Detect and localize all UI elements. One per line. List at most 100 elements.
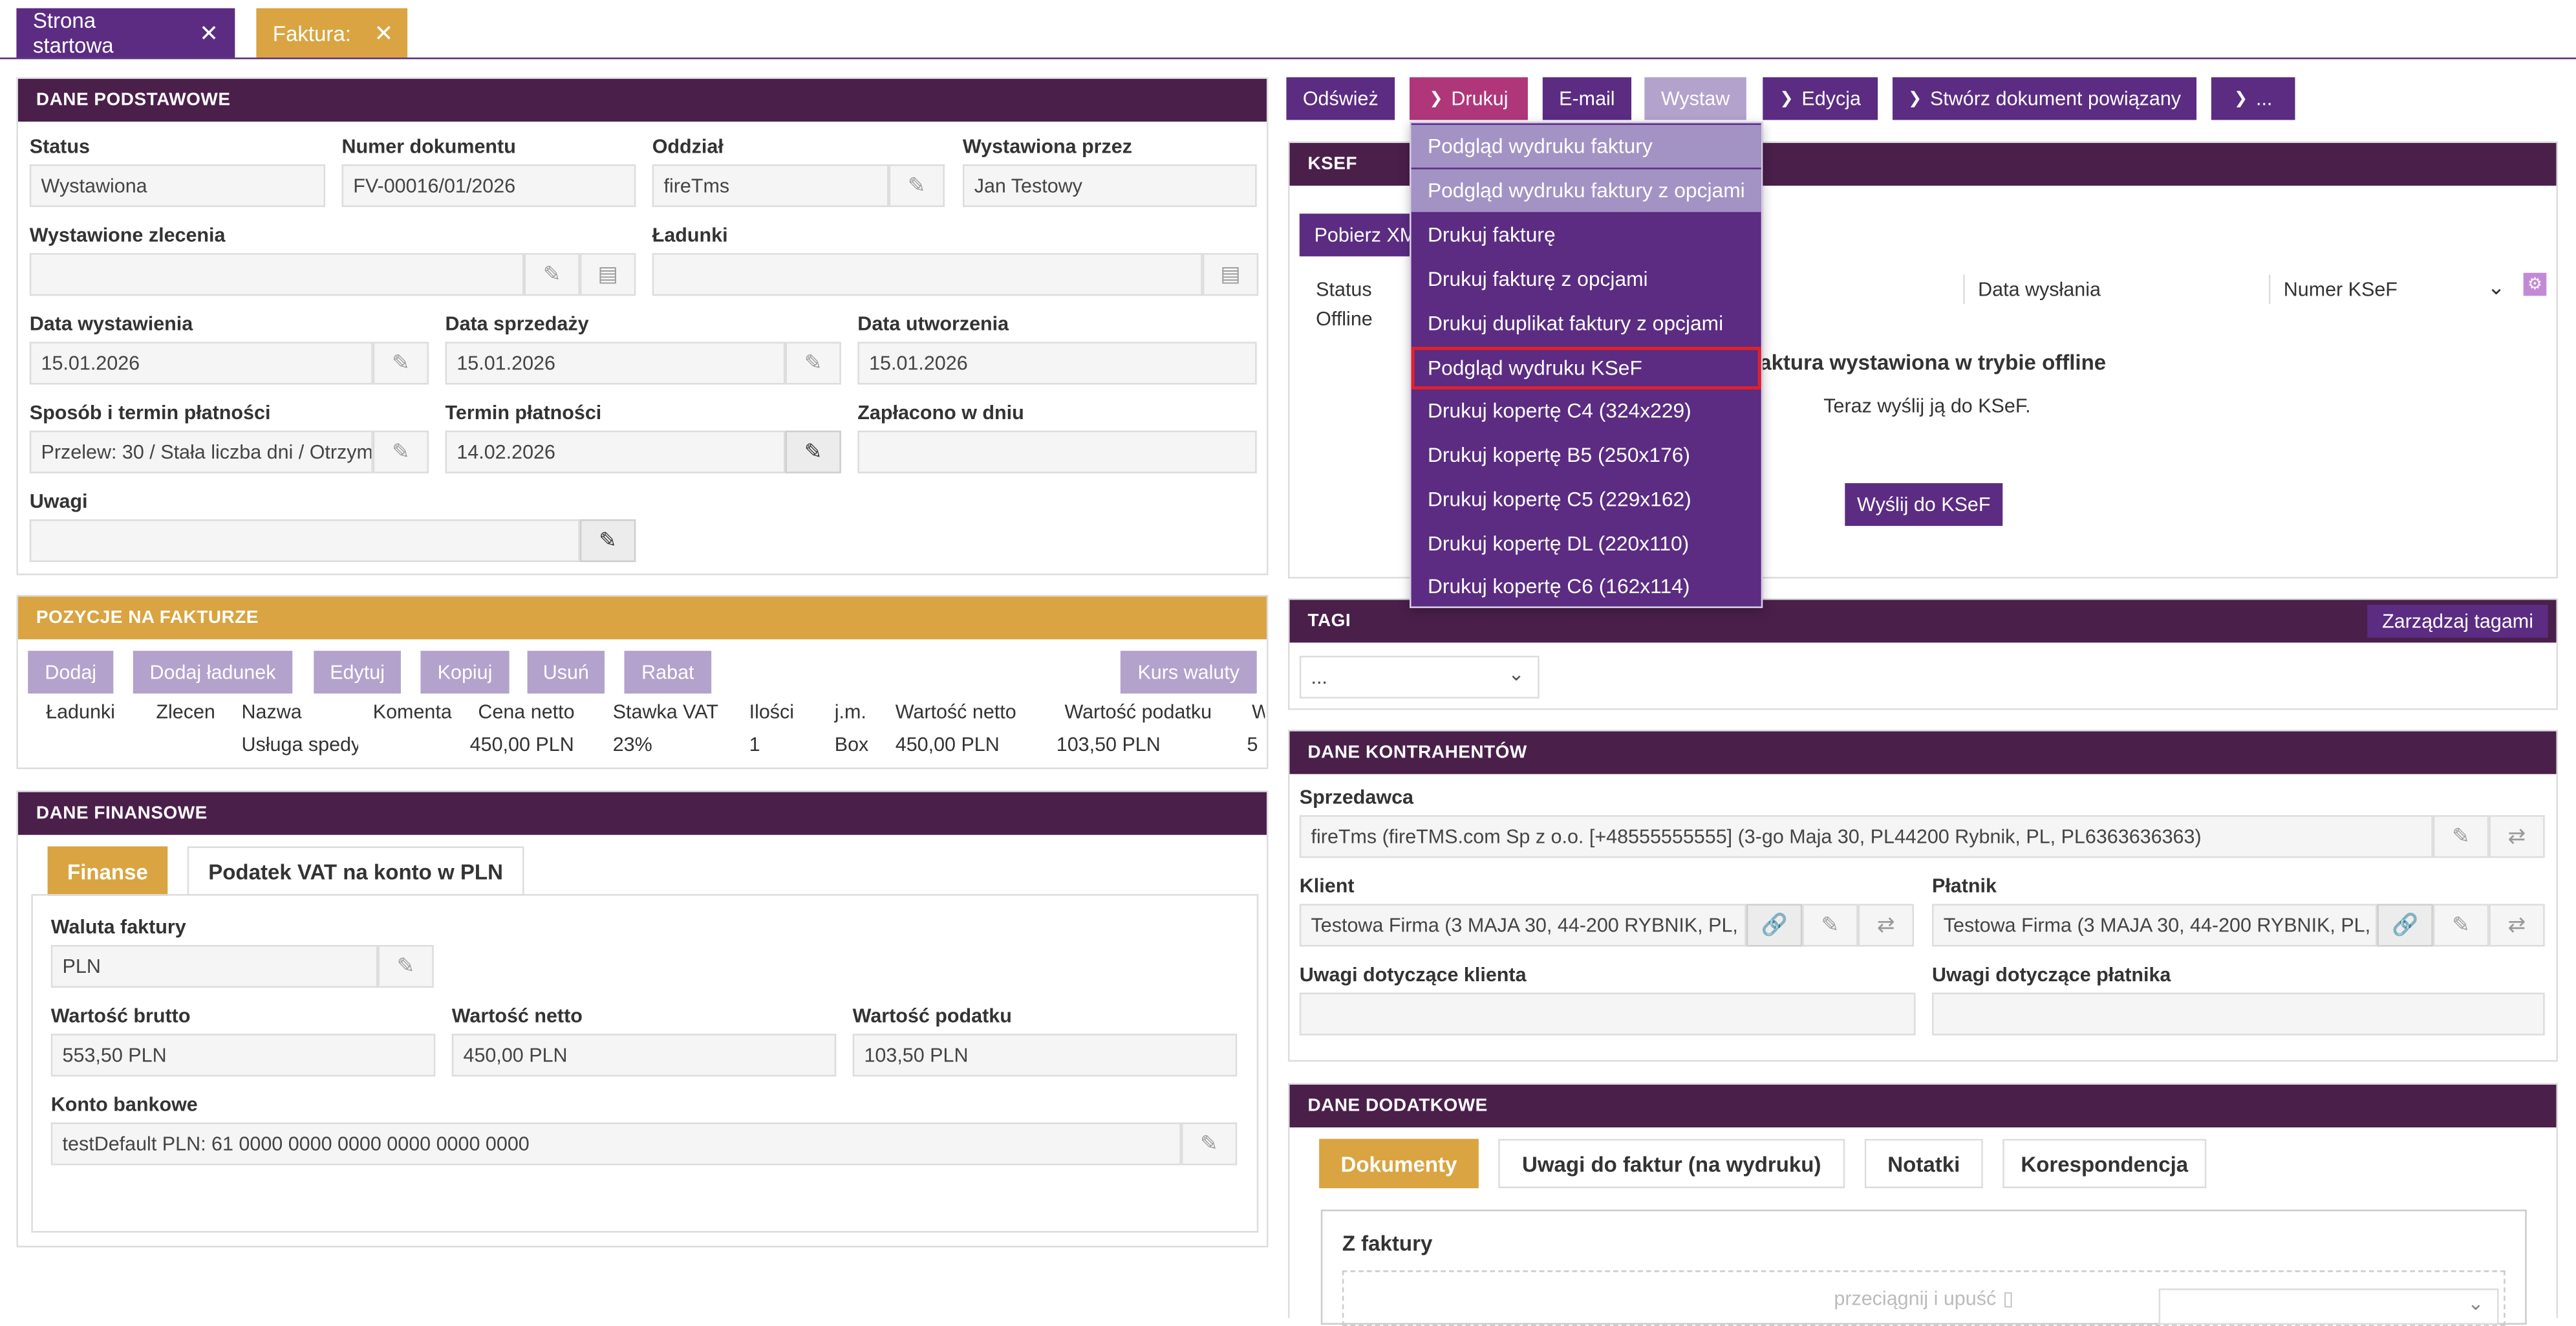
column-header[interactable]: Ładunki (46, 700, 115, 723)
tab-invoice-notes[interactable]: Uwagi do faktur (na wydruku) (1498, 1138, 1845, 1188)
delete-button[interactable]: Usuń (527, 651, 605, 694)
edit-icon[interactable]: ✎ (579, 519, 636, 562)
menu-item-ksef-preview[interactable]: Podgląd wydruku KSeF (1411, 347, 1761, 390)
orders-field[interactable] (29, 253, 524, 296)
payer-notes-field[interactable] (1931, 992, 2545, 1036)
edit-icon[interactable]: ✎ (524, 253, 580, 296)
link-icon[interactable]: 🔗 (2377, 904, 2433, 947)
edit-button[interactable]: Edytuj (314, 651, 401, 694)
edit-icon[interactable]: ✎ (888, 164, 945, 208)
menu-item-print-preview[interactable]: Podgląd wydruku faktury (1411, 125, 1761, 168)
tab-notes[interactable]: Notatki (1864, 1138, 1983, 1188)
issued-by-field[interactable]: Jan Testowy (962, 164, 1257, 208)
tab-start-page[interactable]: Strona startowa ✕ (16, 8, 235, 58)
table-cell[interactable]: 23% (612, 733, 652, 756)
seller-field[interactable]: fireTms (fireTMS.com Sp z o.o. [+4855555… (1299, 815, 2433, 858)
email-button[interactable]: E-mail (1542, 77, 1632, 120)
document-icon[interactable]: ▤ (1202, 253, 1259, 296)
swap-icon[interactable]: ⇄ (2489, 815, 2545, 858)
swap-icon[interactable]: ⇄ (2489, 904, 2545, 947)
edit-icon[interactable]: ✎ (785, 342, 841, 385)
manage-tags-button[interactable]: Zarządzaj tagami (2367, 605, 2548, 638)
print-button[interactable]: ❯ Drukuj (1410, 77, 1528, 120)
menu-item-envelope-c6[interactable]: Drukuj kopertę C6 (162x114) (1427, 575, 1690, 598)
column-header[interactable]: Zlecen (156, 700, 215, 723)
swap-icon[interactable]: ⇄ (1858, 904, 1915, 947)
table-cell[interactable]: 450,00 PLN (895, 733, 1000, 756)
chevron-down-icon[interactable]: ⌄ (2487, 274, 2506, 299)
issue-button[interactable]: Wystaw (1644, 77, 1746, 120)
menu-item-print-duplicate[interactable]: Drukuj duplikat faktury z opcjami (1427, 312, 1724, 336)
column-header[interactable]: Cena netto (478, 700, 575, 723)
copy-button[interactable]: Kopiuj (420, 651, 510, 694)
branch-field[interactable]: fireTms (652, 164, 889, 208)
edit-icon[interactable]: ✎ (372, 342, 429, 385)
column-header[interactable]: Stawka VAT (612, 700, 718, 723)
close-icon[interactable]: ✕ (199, 19, 219, 45)
tab-finance[interactable]: Finanse (47, 846, 168, 896)
column-header[interactable]: Ilości (749, 700, 795, 723)
payer-field[interactable]: Testowa Firma (3 MAJA 30, 44-200 RYBNIK,… (1931, 904, 2377, 947)
add-load-button[interactable]: Dodaj ładunek (133, 651, 293, 694)
edit-menu-button[interactable]: ❯ Edycja (1763, 77, 1878, 120)
paid-on-field[interactable] (857, 430, 1257, 473)
menu-item-print-preview-options[interactable]: Podgląd wydruku faktury z opcjami (1411, 169, 1761, 212)
add-button[interactable]: Dodaj (28, 651, 114, 694)
column-header[interactable]: j.m. (834, 700, 866, 723)
currency-field[interactable]: PLN (50, 944, 378, 988)
issue-date-field[interactable]: 15.01.2026 (29, 342, 373, 385)
sale-date-field[interactable]: 15.01.2026 (445, 342, 786, 385)
net-value-field[interactable]: 450,00 PLN (451, 1034, 837, 1077)
tab-documents[interactable]: Dokumenty (1319, 1138, 1479, 1188)
document-type-select[interactable]: ⌄ (2158, 1288, 2499, 1325)
tags-select[interactable]: ... ⌄ (1299, 655, 1540, 699)
gear-icon[interactable]: ⚙ (2523, 272, 2547, 296)
document-icon[interactable]: ▤ (579, 253, 636, 296)
menu-item-envelope-b5[interactable]: Drukuj kopertę B5 (250x176) (1427, 444, 1691, 467)
discount-button[interactable]: Rabat (624, 651, 712, 694)
tab-vat-pln[interactable]: Podatek VAT na konto w PLN (187, 846, 524, 896)
table-cell[interactable]: 5 (1247, 733, 1258, 756)
edit-icon[interactable]: ✎ (1181, 1122, 1238, 1166)
edit-icon[interactable]: ✎ (372, 430, 429, 473)
table-cell[interactable]: 450,00 PLN (469, 733, 574, 756)
document-number-field[interactable]: FV-00016/01/2026 (341, 164, 636, 208)
exchange-rate-button[interactable]: Kurs waluty (1120, 651, 1257, 694)
tax-value-field[interactable]: 103,50 PLN (852, 1034, 1238, 1077)
table-cell[interactable]: 1 (749, 733, 760, 756)
column-header[interactable]: Wartość netto (895, 700, 1016, 723)
gross-value-field[interactable]: 553,50 PLN (50, 1034, 436, 1077)
send-to-ksef-button[interactable]: Wyślij do KSeF (1845, 483, 2003, 527)
menu-item-print-invoice-options[interactable]: Drukuj fakturę z opcjami (1427, 268, 1648, 291)
more-actions-button[interactable]: ❯ ... (2211, 77, 2295, 120)
edit-icon[interactable]: ✎ (785, 430, 841, 473)
payment-due-field[interactable]: 14.02.2026 (445, 430, 786, 473)
tab-invoice[interactable]: Faktura: ✕ (256, 8, 408, 58)
column-header[interactable]: W (1252, 700, 1265, 723)
table-cell[interactable]: Usługa spedy (241, 733, 358, 756)
edit-icon[interactable]: ✎ (2432, 904, 2489, 947)
client-notes-field[interactable] (1299, 992, 1916, 1036)
payment-method-field[interactable]: Przelew: 30 / Stała liczba dni / Otrzym (29, 430, 373, 473)
column-header[interactable]: Wartość podatku (1064, 700, 1212, 723)
notes-field[interactable] (29, 519, 580, 562)
menu-item-print-invoice[interactable]: Drukuj fakturę (1427, 223, 1556, 247)
table-cell[interactable]: Box (834, 733, 869, 756)
created-date-field[interactable]: 15.01.2026 (857, 342, 1257, 385)
menu-item-envelope-c5[interactable]: Drukuj kopertę C5 (229x162) (1427, 488, 1691, 512)
loads-field[interactable] (652, 253, 1203, 296)
edit-icon[interactable]: ✎ (1802, 904, 1858, 947)
edit-icon[interactable]: ✎ (2432, 815, 2489, 858)
create-related-document-button[interactable]: ❯ Stwórz dokument powiązany (1893, 77, 2197, 120)
edit-icon[interactable]: ✎ (378, 944, 434, 988)
bank-account-field[interactable]: testDefault PLN: 61 0000 0000 0000 0000 … (50, 1122, 1181, 1166)
status-field[interactable]: Wystawiona (29, 164, 326, 208)
menu-item-envelope-dl[interactable]: Drukuj kopertę DL (220x110) (1427, 532, 1690, 556)
close-icon[interactable]: ✕ (374, 19, 394, 45)
tab-correspondence[interactable]: Korespondencja (2002, 1138, 2207, 1188)
menu-item-envelope-c4[interactable]: Drukuj kopertę C4 (324x229) (1427, 399, 1691, 422)
column-header[interactable]: Nazwa (241, 700, 302, 723)
refresh-button[interactable]: Odśwież (1286, 77, 1395, 120)
download-xml-button[interactable]: Pobierz XM (1299, 213, 1432, 257)
table-cell[interactable]: 103,50 PLN (1056, 733, 1161, 756)
